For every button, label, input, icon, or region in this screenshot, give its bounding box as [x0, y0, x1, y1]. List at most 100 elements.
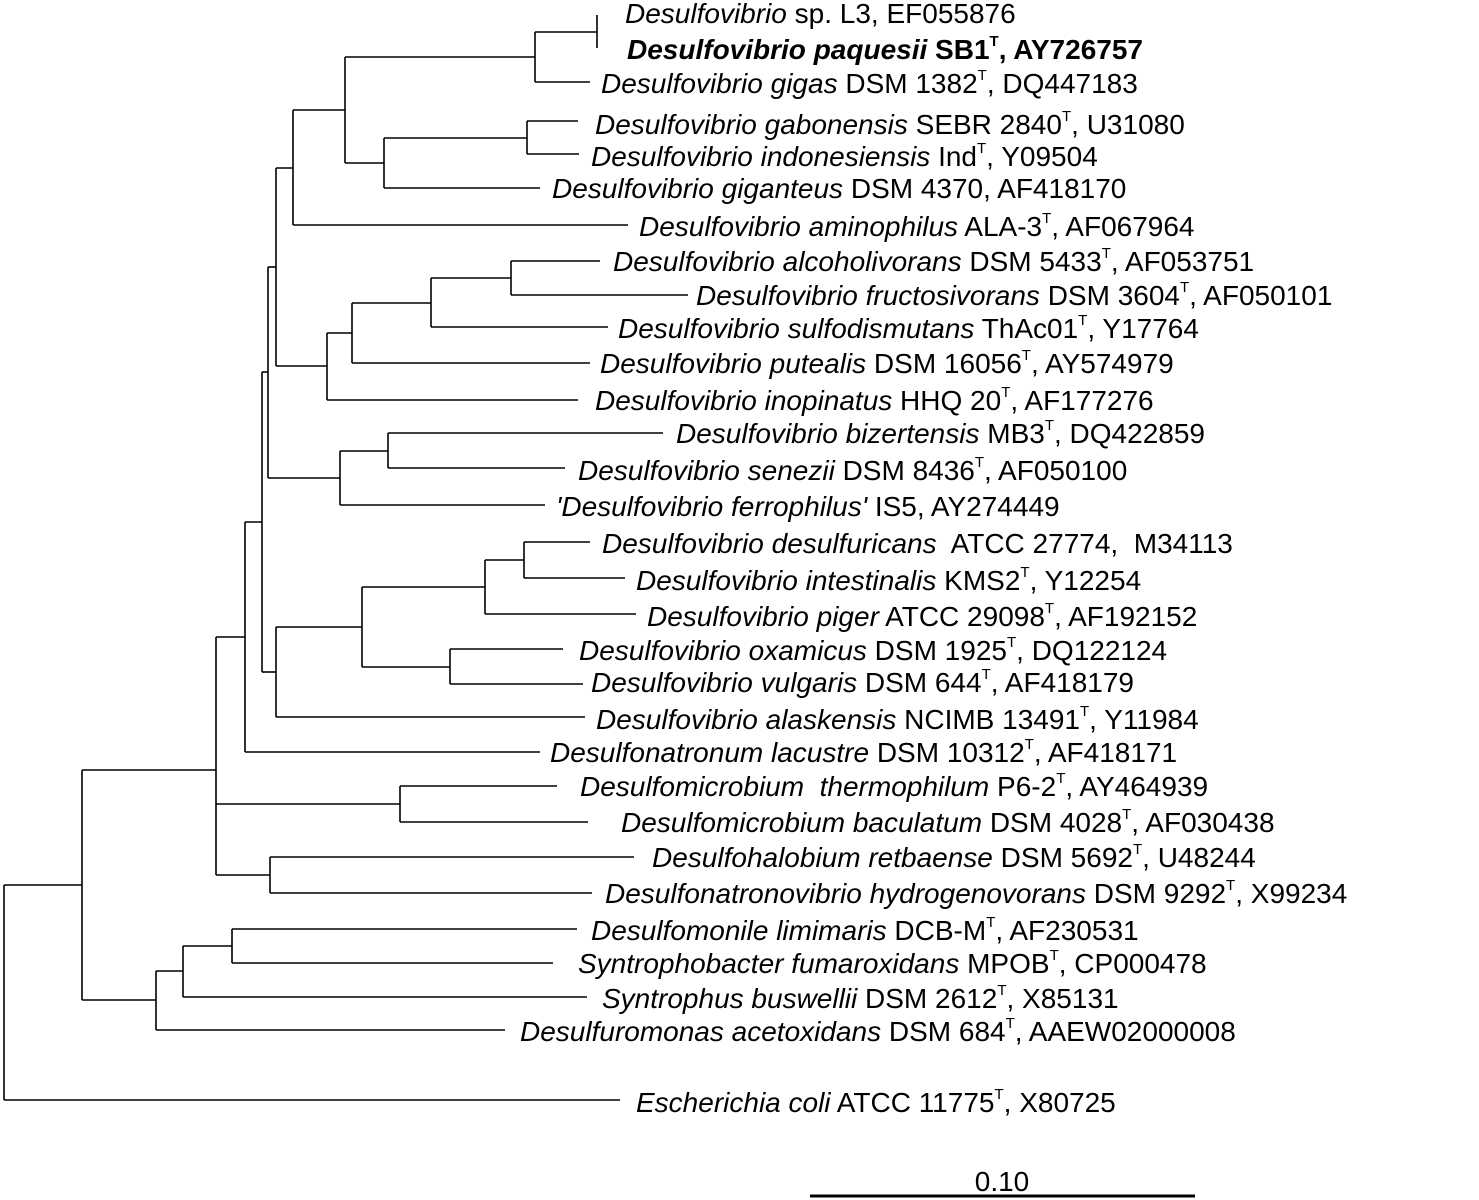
- taxon-species-name: 'Desulfovibrio ferrophilus': [556, 491, 869, 522]
- taxon-strain: sp. L3, EF055876: [787, 0, 1016, 29]
- taxon-species-name: Desulfonatronum lacustre: [550, 737, 869, 768]
- type-strain-superscript: T: [975, 454, 984, 471]
- taxon-accession: , X99234: [1235, 878, 1347, 909]
- taxon-label: Desulfomicrobium thermophilum P6-2T, AY4…: [580, 770, 1208, 802]
- taxon-strain: MPOB: [959, 948, 1049, 979]
- taxon-label: Desulfovibrio alcoholivorans DSM 5433T, …: [613, 245, 1254, 277]
- taxon-species-name: Syntrophobacter fumaroxidans: [578, 948, 959, 979]
- taxon-accession: , AF067964: [1051, 211, 1194, 242]
- taxon-strain: DSM 644: [857, 667, 982, 698]
- taxon-accession: , AF177276: [1010, 385, 1153, 416]
- type-strain-superscript: T: [1007, 634, 1016, 651]
- taxon-strain: DSM 5433: [962, 246, 1102, 277]
- taxon-strain: DSM 4028: [982, 807, 1122, 838]
- taxon-accession: , Y09504: [986, 141, 1098, 172]
- taxon-strain: IS5, AY274449: [867, 491, 1060, 522]
- taxon-strain: DCB-M: [887, 915, 987, 946]
- taxon-strain: Ind: [930, 141, 977, 172]
- taxon-accession: , DQ422859: [1054, 418, 1205, 449]
- taxon-accession: , U48244: [1142, 842, 1256, 873]
- taxon-strain: MB3: [979, 418, 1044, 449]
- taxon-strain: DSM 2612: [857, 983, 997, 1014]
- taxon-species-name: Desulfovibrio alcoholivorans: [613, 246, 962, 277]
- taxon-label: Desulfovibrio desulfuricans ATCC 27774, …: [602, 528, 1233, 559]
- type-strain-superscript: T: [1180, 279, 1189, 296]
- type-strain-superscript: T: [1122, 806, 1131, 823]
- taxon-strain: DSM 3604: [1040, 280, 1180, 311]
- taxon-strain: ALA-3: [958, 211, 1042, 242]
- type-strain-superscript: T: [982, 666, 991, 683]
- taxon-accession: , AAEW02000008: [1015, 1016, 1236, 1047]
- taxon-strain: DSM 16056: [866, 348, 1022, 379]
- taxon-strain: DSM 684: [881, 1016, 1006, 1047]
- taxon-species-name: Desulfohalobium retbaense: [652, 842, 993, 873]
- taxon-label: Desulfonatronovibrio hydrogenovorans DSM…: [605, 877, 1347, 909]
- taxon-accession: , X80725: [1004, 1087, 1116, 1118]
- taxon-strain: ATCC 27774, M34113: [937, 528, 1233, 559]
- taxon-label: Desulfonatronum lacustre DSM 10312T, AF4…: [550, 736, 1177, 768]
- taxon-strain: DSM 4370, AF418170: [843, 173, 1126, 204]
- taxon-species-name: Desulfovibrio vulgaris: [591, 667, 857, 698]
- taxon-species-name: Desulfovibrio alaskensis: [596, 704, 896, 735]
- taxon-strain: P6-2: [989, 771, 1056, 802]
- taxon-label: Desulfovibrio paquesii SB1T, AY726757: [627, 33, 1143, 65]
- taxon-label: Desulfovibrio bizertensis MB3T, DQ422859: [676, 417, 1205, 449]
- taxon-species-name: Syntrophus buswellii: [602, 983, 858, 1014]
- taxon-accession: , Y17764: [1087, 313, 1199, 344]
- taxon-strain: NCIMB 13491: [896, 704, 1080, 735]
- type-strain-superscript: T: [1025, 736, 1034, 753]
- taxon-strain: DSM 5692: [993, 842, 1133, 873]
- taxon-strain: DSM 1382: [838, 68, 978, 99]
- type-strain-superscript: T: [1102, 245, 1111, 262]
- taxon-species-name: Desulfovibrio fructosivorans: [696, 280, 1040, 311]
- taxon-accession: , CP000478: [1059, 948, 1207, 979]
- taxon-labels: Desulfovibrio sp. L3, EF055876Desulfovib…: [520, 0, 1347, 1118]
- taxon-species-name: Desulfovibrio putealis: [600, 348, 866, 379]
- taxon-label: Desulfovibrio oxamicus DSM 1925T, DQ1221…: [579, 634, 1167, 666]
- type-strain-superscript: T: [1045, 600, 1054, 617]
- type-strain-superscript: T: [1056, 770, 1065, 787]
- taxon-species-name: Desulfovibrio paquesii: [627, 34, 928, 65]
- type-strain-superscript: T: [1078, 312, 1087, 329]
- taxon-accession: , AF053751: [1111, 246, 1254, 277]
- taxon-species-name: Desulfovibrio bizertensis: [676, 418, 979, 449]
- type-strain-superscript: T: [1226, 877, 1235, 894]
- taxon-label: Desulfovibrio sulfodismutans ThAc01T, Y1…: [618, 312, 1199, 344]
- taxon-strain: HHQ 20: [892, 385, 1001, 416]
- taxon-label: Desulfovibrio gabonensis SEBR 2840T, U31…: [595, 108, 1185, 140]
- taxon-label: Desulfovibrio fructosivorans DSM 3604T, …: [696, 279, 1332, 311]
- type-strain-superscript: T: [1001, 384, 1010, 401]
- taxon-species-name: Desulfonatronovibrio hydrogenovorans: [605, 878, 1086, 909]
- taxon-label: Desulfovibrio giganteus DSM 4370, AF4181…: [552, 173, 1126, 204]
- taxon-species-name: Desulfomicrobium thermophilum: [580, 771, 989, 802]
- taxon-label: Desulfuromonas acetoxidans DSM 684T, AAE…: [520, 1015, 1236, 1047]
- type-strain-superscript: T: [1080, 703, 1089, 720]
- taxon-strain: DSM 10312: [869, 737, 1025, 768]
- taxon-label: Desulfovibrio putealis DSM 16056T, AY574…: [600, 347, 1174, 379]
- type-strain-superscript: T: [978, 67, 987, 84]
- taxon-species-name: Desulfovibrio giganteus: [552, 173, 843, 204]
- taxon-species-name: Desulfovibrio gabonensis: [595, 109, 908, 140]
- type-strain-superscript: T: [1133, 841, 1142, 858]
- taxon-accession: , Y12254: [1030, 565, 1142, 596]
- taxon-label: Desulfovibrio senezii DSM 8436T, AF05010…: [578, 454, 1127, 486]
- taxon-strain: ThAc01: [974, 313, 1078, 344]
- taxon-label: Syntrophobacter fumaroxidans MPOBT, CP00…: [578, 947, 1207, 979]
- taxon-label: Desulfohalobium retbaense DSM 5692T, U48…: [652, 841, 1256, 873]
- taxon-species-name: Desulfuromonas acetoxidans: [520, 1016, 881, 1047]
- taxon-species-name: Desulfovibrio aminophilus: [639, 211, 958, 242]
- type-strain-superscript: T: [990, 33, 999, 50]
- taxon-species-name: Desulfovibrio inopinatus: [595, 385, 892, 416]
- taxon-label: Escherichia coli ATCC 11775T, X80725: [636, 1086, 1116, 1118]
- taxon-strain: ATCC 11775: [831, 1087, 995, 1118]
- type-strain-superscript: T: [1062, 108, 1071, 125]
- type-strain-superscript: T: [1045, 417, 1054, 434]
- taxon-accession: , DQ122124: [1016, 635, 1167, 666]
- taxon-species-name: Desulfovibrio gigas: [601, 68, 838, 99]
- taxon-strain: DSM 8436: [835, 455, 975, 486]
- taxon-label: Desulfomonile limimaris DCB-MT, AF230531: [591, 914, 1139, 946]
- type-strain-superscript: T: [1006, 1015, 1015, 1032]
- taxon-strain: KMS2: [936, 565, 1020, 596]
- taxon-label: Desulfovibrio aminophilus ALA-3T, AF0679…: [639, 210, 1195, 242]
